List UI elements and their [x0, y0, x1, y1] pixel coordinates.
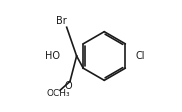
- Text: OCH₃: OCH₃: [46, 89, 70, 98]
- Text: Br: Br: [56, 16, 67, 26]
- Text: O: O: [64, 81, 72, 91]
- Text: HO: HO: [45, 51, 60, 61]
- Text: Cl: Cl: [136, 51, 145, 61]
